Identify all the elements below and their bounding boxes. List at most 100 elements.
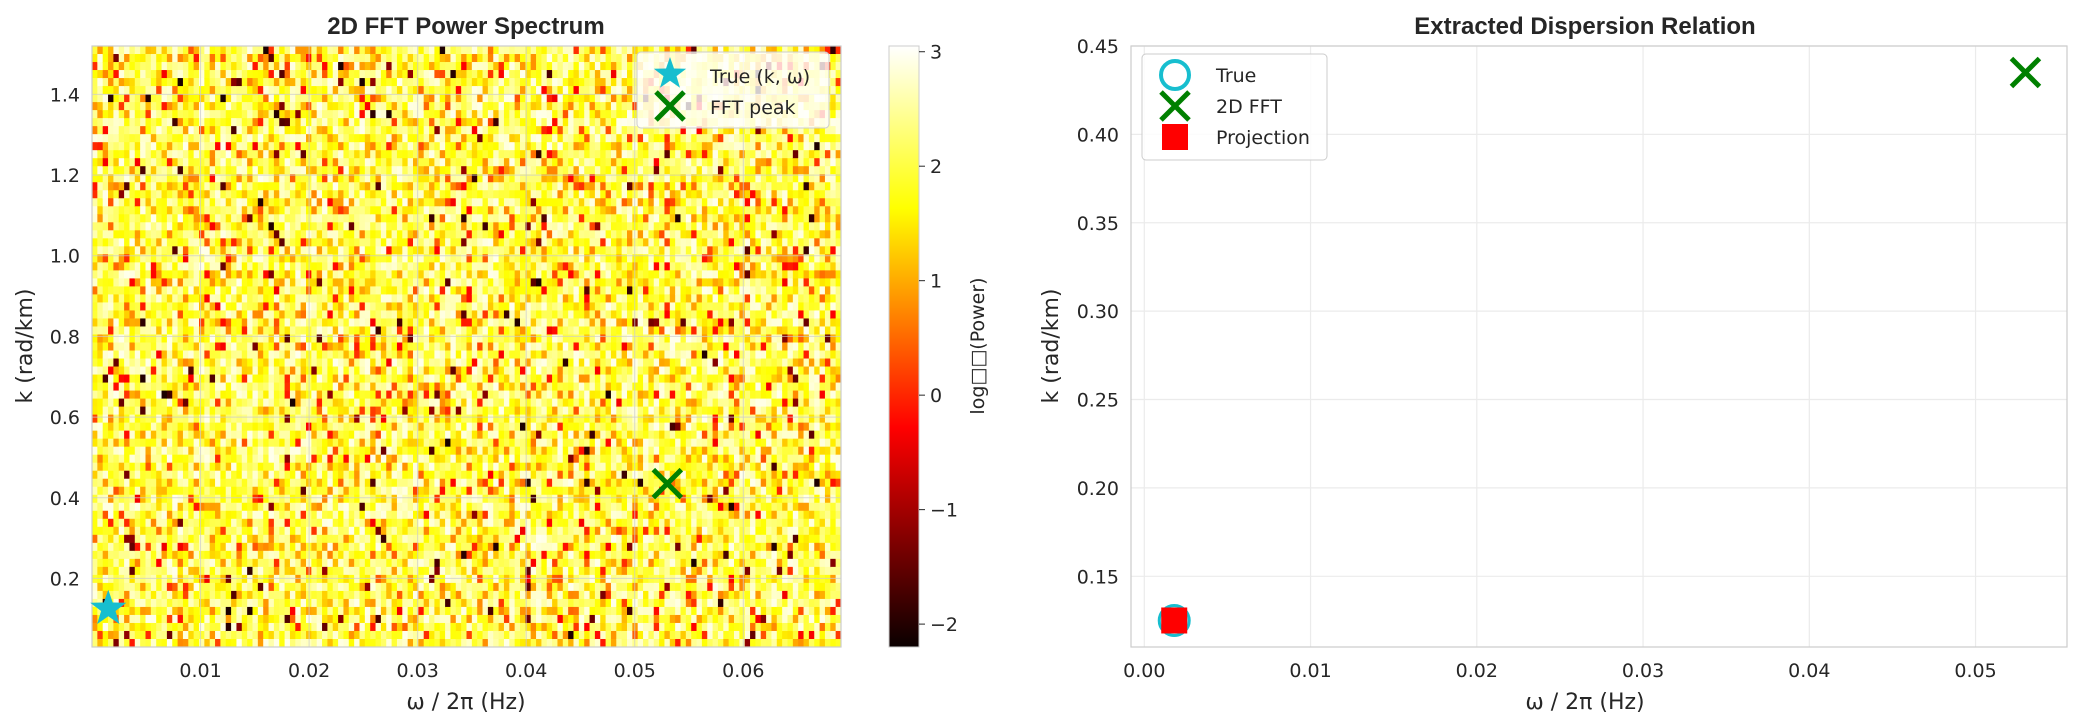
heatmap-cell bbox=[375, 190, 382, 199]
heatmap-cell bbox=[364, 78, 371, 87]
heatmap-cell bbox=[354, 542, 361, 552]
heatmap-cell bbox=[295, 214, 302, 223]
heatmap-cell bbox=[150, 190, 157, 199]
heatmap-cell bbox=[391, 374, 398, 384]
heatmap-cell bbox=[188, 214, 195, 223]
heatmap-cell bbox=[348, 518, 355, 528]
heatmap-cell bbox=[332, 70, 339, 79]
heatmap-cell bbox=[263, 94, 270, 103]
heatmap-cell bbox=[311, 494, 318, 504]
heatmap-cell bbox=[396, 614, 403, 624]
heatmap-cell bbox=[364, 518, 371, 528]
heatmap-cell bbox=[102, 54, 109, 63]
heatmap-cell bbox=[236, 590, 243, 600]
heatmap-cell bbox=[279, 294, 286, 304]
heatmap-cell bbox=[359, 310, 366, 320]
heatmap-cell bbox=[370, 366, 377, 376]
heatmap-cell bbox=[182, 406, 189, 416]
heatmap-cell bbox=[418, 574, 425, 584]
heatmap-cell bbox=[354, 510, 361, 520]
heatmap-cell bbox=[327, 254, 334, 263]
heatmap-cell bbox=[364, 334, 371, 344]
heatmap-cell bbox=[407, 454, 414, 464]
heatmap-cell bbox=[348, 310, 355, 320]
heatmap-cell bbox=[247, 558, 254, 568]
heatmap-cell bbox=[172, 254, 179, 263]
heatmap-cell bbox=[311, 94, 318, 103]
heatmap-cell bbox=[380, 198, 387, 207]
heatmap-cell bbox=[434, 574, 441, 584]
heatmap-cell bbox=[391, 302, 398, 312]
heatmap-cell bbox=[370, 542, 377, 552]
heatmap-cell bbox=[370, 102, 377, 111]
heatmap-cell bbox=[434, 614, 441, 624]
heatmap-cell bbox=[215, 550, 221, 560]
heatmap-cell bbox=[380, 582, 387, 592]
heatmap-cell bbox=[97, 70, 104, 79]
heatmap-cell bbox=[413, 286, 419, 296]
heatmap-cell bbox=[209, 566, 216, 576]
heatmap-cell bbox=[413, 174, 419, 183]
heatmap-cell bbox=[375, 198, 382, 207]
heatmap-cell bbox=[316, 462, 323, 472]
heatmap-cell bbox=[413, 598, 419, 608]
heatmap-cell bbox=[102, 206, 109, 215]
heatmap-cell bbox=[391, 134, 398, 143]
heatmap-cell bbox=[263, 286, 270, 296]
heatmap-cell bbox=[445, 334, 452, 344]
heatmap-cell bbox=[375, 566, 382, 576]
heatmap-cell bbox=[252, 222, 259, 231]
heatmap-cell bbox=[134, 166, 141, 175]
heatmap-cell bbox=[225, 158, 232, 167]
heatmap-cell bbox=[199, 158, 205, 167]
heatmap-cell bbox=[204, 542, 211, 552]
heatmap-cell bbox=[150, 638, 157, 647]
heatmap-cell bbox=[252, 342, 259, 352]
heatmap-cell bbox=[439, 270, 446, 279]
heatmap-cell bbox=[343, 422, 350, 432]
heatmap-cell bbox=[370, 558, 377, 568]
heatmap-cell bbox=[295, 478, 302, 488]
heatmap-cell bbox=[396, 438, 403, 448]
heatmap-cell bbox=[129, 374, 136, 384]
heatmap-cell bbox=[134, 430, 141, 440]
heatmap-cell bbox=[124, 494, 131, 504]
heatmap-cell bbox=[92, 110, 98, 119]
heatmap-cell bbox=[289, 86, 296, 95]
heatmap-cell bbox=[209, 238, 216, 247]
heatmap-cell bbox=[434, 374, 441, 384]
heatmap-cell bbox=[327, 630, 334, 640]
heatmap-cell bbox=[332, 590, 339, 600]
heatmap-cell bbox=[391, 54, 398, 63]
heatmap-cell bbox=[108, 470, 114, 480]
heatmap-cell bbox=[177, 398, 184, 408]
heatmap-cell bbox=[359, 318, 366, 328]
heatmap-cell bbox=[284, 606, 291, 616]
heatmap-cell bbox=[396, 190, 403, 199]
heatmap-cell bbox=[161, 102, 168, 111]
heatmap-cell bbox=[375, 358, 382, 368]
heatmap-cell bbox=[124, 110, 131, 119]
heatmap-cell bbox=[177, 502, 184, 512]
heatmap-cell bbox=[295, 278, 302, 287]
heatmap-cell bbox=[396, 446, 403, 456]
heatmap-cell bbox=[140, 342, 147, 352]
heatmap-cell bbox=[97, 430, 104, 440]
heatmap-cell bbox=[407, 198, 414, 207]
heatmap-cell bbox=[241, 294, 248, 304]
heatmap-cell bbox=[172, 70, 179, 79]
heatmap-cell bbox=[311, 198, 318, 207]
heatmap-cell bbox=[354, 462, 361, 472]
heatmap-cell bbox=[396, 462, 403, 472]
heatmap-cell bbox=[150, 318, 157, 328]
heatmap-cell bbox=[380, 550, 387, 560]
heatmap-cell bbox=[289, 238, 296, 247]
heatmap-cell bbox=[364, 126, 371, 135]
heatmap-cell bbox=[402, 230, 409, 239]
heatmap-cell bbox=[129, 638, 136, 647]
heatmap-cell bbox=[236, 222, 243, 231]
heatmap-cell bbox=[316, 366, 323, 376]
heatmap-cell bbox=[108, 62, 114, 71]
heatmap-cell bbox=[407, 190, 414, 199]
heatmap-cell bbox=[108, 246, 114, 255]
